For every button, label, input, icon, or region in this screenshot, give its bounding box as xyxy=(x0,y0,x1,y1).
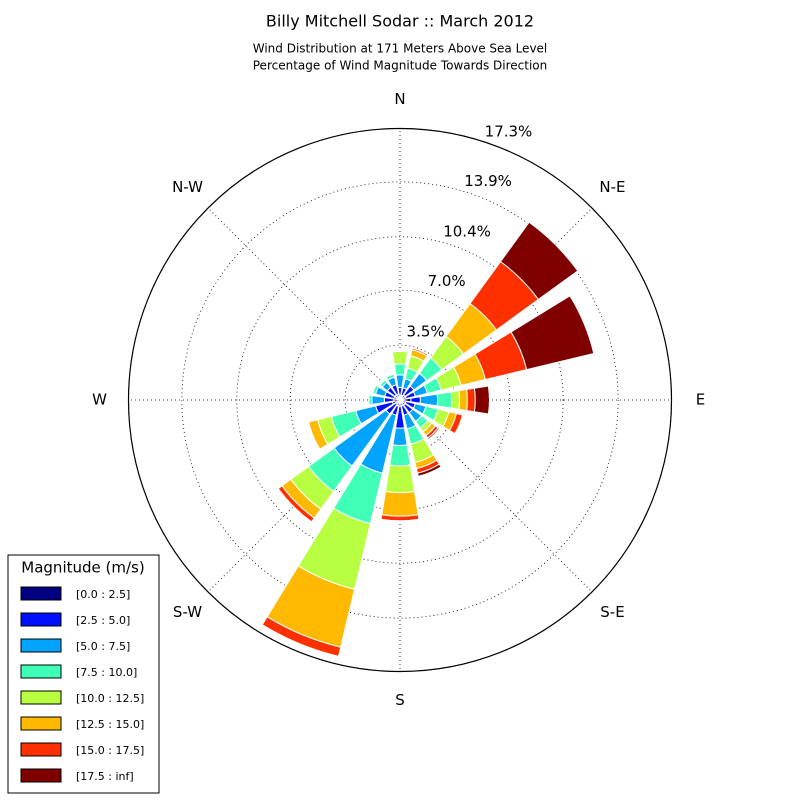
legend-label: [17.5 : inf] xyxy=(76,770,134,783)
legend-swatch xyxy=(20,638,62,653)
legend-label: [12.5 : 15.0] xyxy=(76,718,144,731)
wind-bar xyxy=(384,464,416,494)
legend-swatch xyxy=(20,612,62,627)
legend-swatch xyxy=(20,768,62,783)
wind-bar xyxy=(307,421,321,450)
wind-bar xyxy=(392,427,408,447)
grid-circle xyxy=(181,181,619,619)
wind-bar xyxy=(436,391,453,409)
direction-label: W xyxy=(92,391,107,409)
r-tick-label: 10.4% xyxy=(443,223,491,241)
direction-label: E xyxy=(696,391,705,409)
wind-bar xyxy=(410,396,421,404)
r-tick-label: 17.3% xyxy=(485,123,533,141)
wind-bar xyxy=(426,426,441,441)
wind-bar xyxy=(510,295,595,371)
r-tick-label: 3.5% xyxy=(407,323,445,341)
direction-label: S-W xyxy=(173,603,202,621)
legend-swatch xyxy=(20,586,62,601)
wind-bar xyxy=(416,463,442,477)
chart-subtitle: Wind Distribution at 171 Meters Above Se… xyxy=(253,42,548,56)
wind-bar xyxy=(381,490,419,517)
chart-title: Billy Mitchell Sodar :: March 2012 xyxy=(266,12,534,31)
legend-label: [10.0 : 12.5] xyxy=(76,692,144,705)
grid-circle xyxy=(236,236,564,564)
legend-swatch xyxy=(20,690,62,705)
legend-label: [0.0 : 2.5] xyxy=(76,588,130,601)
grid-circle xyxy=(128,128,672,672)
direction-label: N-W xyxy=(172,178,203,196)
wind-bar xyxy=(458,388,468,412)
legend-label: [15.0 : 17.5] xyxy=(76,744,144,757)
r-tick-label: 7.0% xyxy=(428,272,466,290)
wind-bar xyxy=(379,379,386,386)
direction-label: N xyxy=(394,90,405,108)
wind-bar xyxy=(473,385,490,415)
legend-swatch xyxy=(20,742,62,757)
wind-bar xyxy=(499,221,579,301)
direction-label: S xyxy=(395,691,405,709)
wind-bar xyxy=(450,390,461,410)
wind-bar xyxy=(389,444,411,467)
r-tick-label: 13.9% xyxy=(464,172,512,190)
legend-swatch xyxy=(20,664,62,679)
direction-label: N-E xyxy=(599,178,625,196)
chart-subtitle: Percentage of Wind Magnitude Towards Dir… xyxy=(253,59,547,73)
legend-label: [2.5 : 5.0] xyxy=(76,614,130,627)
wind-bar xyxy=(419,393,439,407)
angle-grid-line xyxy=(207,207,401,401)
wind-bar xyxy=(466,387,476,413)
legend-swatch xyxy=(20,716,62,731)
legend-label: [5.0 : 7.5] xyxy=(76,640,130,653)
wind-bar xyxy=(391,350,409,365)
wind-bar xyxy=(371,395,386,405)
wind-bar xyxy=(261,624,339,657)
legend-title: Magnitude (m/s) xyxy=(21,559,144,577)
direction-label: S-E xyxy=(600,603,624,621)
legend-label: [7.5 : 10.0] xyxy=(76,666,137,679)
wind-bar xyxy=(395,374,405,389)
wind-bar xyxy=(393,363,407,376)
